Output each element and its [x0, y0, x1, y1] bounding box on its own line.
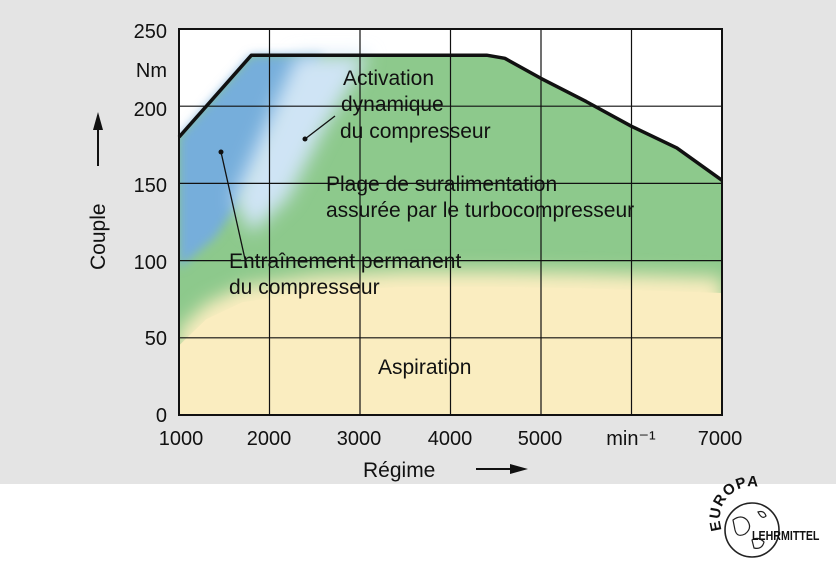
- x-tick-5000: 5000: [518, 428, 563, 450]
- x-axis-arrow-icon: [476, 464, 528, 474]
- entrainement-line-1: Entraînement permanent: [229, 250, 461, 273]
- activation-line-1: Activation: [343, 67, 434, 90]
- y-tick-100: 100: [134, 252, 167, 274]
- x-tick-1000: 1000: [159, 428, 204, 450]
- y-tick-0: 0: [156, 405, 167, 427]
- x-axis-label: Régime: [363, 459, 435, 482]
- x-tick-labels: 1000 2000 3000 4000 5000 min⁻¹ 7000: [159, 428, 743, 450]
- activation-line-2: dynamique: [341, 93, 444, 116]
- plot-frame: [178, 28, 723, 416]
- y-axis-label: Couple: [87, 203, 110, 270]
- full-load-torque-line: [177, 53, 724, 182]
- permanent-drive-region: [179, 55, 324, 415]
- x-tick-4000: 4000: [428, 428, 473, 450]
- x-tick-7000: 7000: [698, 428, 743, 450]
- y-tick-250: 250: [134, 21, 167, 43]
- dynamic-activation-region: [233, 55, 370, 233]
- plage-line-2: assurée par le turbocompresseur: [326, 199, 634, 222]
- y-tick-150: 150: [134, 175, 167, 197]
- x-tick-unit: min⁻¹: [606, 428, 656, 450]
- y-tick-labels: 0 50 100 150 200 250 Nm: [134, 21, 167, 427]
- grid-lines: [179, 29, 722, 415]
- region-annotations: Activation dynamique du compresseur Plag…: [229, 67, 634, 379]
- activation-pointer: [304, 115, 336, 140]
- aspiration-label: Aspiration: [378, 356, 471, 379]
- y-unit: Nm: [136, 60, 167, 82]
- entrainement-line-2: du compresseur: [229, 276, 380, 299]
- annotation-pointers: [218, 115, 336, 269]
- activation-line-3: du compresseur: [340, 120, 491, 143]
- europa-lehrmittel-logo: EUROPA LEHRMITTEL: [707, 473, 819, 558]
- y-tick-200: 200: [134, 99, 167, 121]
- plage-line-1: Plage de suralimentation: [326, 173, 557, 196]
- entrainement-pointer: [220, 151, 248, 269]
- globe-icon: [724, 502, 780, 558]
- x-tick-2000: 2000: [247, 428, 292, 450]
- y-axis-arrow-icon: [93, 112, 103, 166]
- y-tick-50: 50: [145, 328, 167, 350]
- x-tick-3000: 3000: [337, 428, 382, 450]
- logo-text-right: LEHRMITTEL: [752, 528, 819, 543]
